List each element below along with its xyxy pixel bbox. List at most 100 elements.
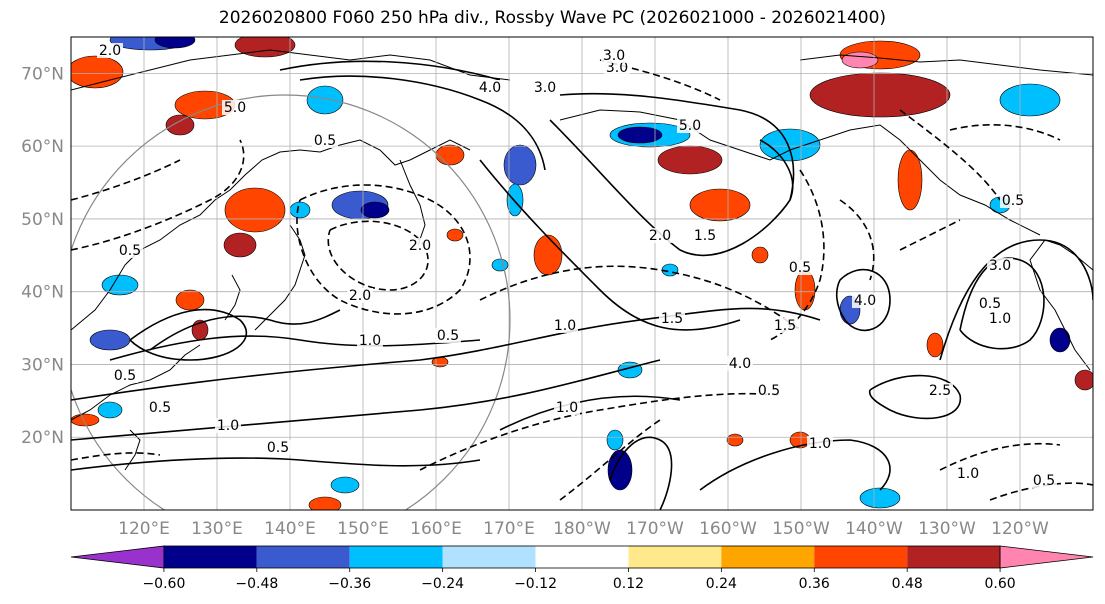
lon-tick-label: 150°W bbox=[772, 519, 830, 539]
solid-contour-label: 1.0 bbox=[809, 436, 831, 452]
divergence-cell bbox=[360, 201, 390, 219]
solid-contour-line bbox=[549, 119, 794, 257]
coastline-kamchatka bbox=[399, 159, 426, 246]
lon-tick-label: 120°W bbox=[991, 519, 1049, 539]
lon-tick-label: 160°W bbox=[699, 519, 757, 539]
solid-contour-label: 3.0 bbox=[534, 80, 556, 96]
dashed-contour-label: 4.0 bbox=[729, 356, 751, 372]
colorbar-tick-label: 0.12 bbox=[613, 576, 644, 592]
solid-contour-label: 1.0 bbox=[989, 311, 1011, 327]
contour-label-bg bbox=[927, 383, 953, 398]
dashed-contour-line bbox=[419, 392, 781, 471]
solid-contour-label: 2.0 bbox=[409, 238, 431, 254]
contour-label-bg bbox=[97, 43, 123, 58]
divergence-cell bbox=[330, 476, 360, 494]
divergence-cell bbox=[97, 401, 123, 419]
divergence-cell bbox=[101, 274, 139, 296]
divergence-cell bbox=[794, 269, 816, 311]
colorbar-tick-label: −0.36 bbox=[328, 576, 371, 592]
contour-label-bg bbox=[852, 293, 878, 308]
solid-contour-line bbox=[149, 309, 341, 351]
contour-label-bg bbox=[1000, 193, 1026, 208]
lat-tick-label: 30°N bbox=[21, 355, 64, 375]
divergence-cell bbox=[533, 234, 563, 276]
contour-label-bg bbox=[1031, 473, 1057, 488]
solid-contour-label: 1.5 bbox=[694, 228, 716, 244]
divergence-cell bbox=[689, 188, 751, 222]
divergence-cell bbox=[607, 449, 633, 491]
contour-label-bg bbox=[215, 418, 241, 433]
contour-label-bg bbox=[987, 258, 1013, 273]
contour-label-bg bbox=[117, 243, 143, 258]
colorbar-tick-label: −0.60 bbox=[142, 576, 185, 592]
divergence-cell bbox=[175, 289, 205, 311]
divergence-shading bbox=[71, 37, 1093, 510]
divergence-cell bbox=[224, 187, 286, 233]
colorbar-extend-max bbox=[999, 545, 1094, 569]
dashed-contour-label: 0.5 bbox=[437, 328, 459, 344]
solid-contour-label: 1.0 bbox=[359, 333, 381, 349]
contour-label-bg bbox=[312, 133, 338, 148]
coastline-north-america bbox=[1029, 239, 1093, 371]
solid-contour-label: 2.0 bbox=[649, 228, 671, 244]
contour-label-bg bbox=[357, 333, 383, 348]
contour-label-bg bbox=[604, 60, 630, 75]
dashed-contour-label: 0.5 bbox=[789, 260, 811, 276]
contour-label-bg bbox=[554, 400, 580, 415]
solid-contour-line bbox=[129, 308, 247, 361]
colorbar-tick-label: 0.48 bbox=[892, 576, 923, 592]
colorbar-tick-label: −0.24 bbox=[421, 576, 464, 592]
divergence-cell bbox=[89, 329, 131, 351]
solid-contour-label: 3.0 bbox=[606, 60, 628, 76]
coastline-alaska bbox=[559, 109, 1041, 236]
contour-label-bg bbox=[552, 318, 578, 333]
colorbar-tick-label: 0.36 bbox=[799, 576, 830, 592]
divergence-cell bbox=[71, 55, 124, 89]
dashed-contours bbox=[71, 59, 1093, 501]
divergence-cell bbox=[165, 114, 195, 136]
colorbar-tick-label: −0.48 bbox=[235, 576, 278, 592]
contour-label-bg bbox=[112, 368, 138, 383]
contour-label-bg bbox=[532, 80, 558, 95]
contour-label-bg bbox=[435, 328, 461, 343]
dashed-contour-line bbox=[327, 220, 429, 291]
colorbar-labels: −0.60 −0.48 −0.36 −0.24 −0.12 0.12 0.24 0.36 0.4… bbox=[142, 568, 1016, 592]
contour-label-bg bbox=[677, 118, 703, 133]
solid-contour-label: 1.0 bbox=[556, 400, 578, 416]
contour-label-bg bbox=[659, 311, 685, 326]
contour-label-bg bbox=[727, 356, 753, 371]
dashed-contour-line bbox=[899, 109, 1001, 201]
coastline-korea bbox=[224, 274, 241, 321]
coastlines bbox=[71, 49, 1093, 471]
contour-label-bg bbox=[222, 100, 248, 115]
dashed-contour-label: 2.0 bbox=[99, 43, 121, 59]
dashed-contour-label: 0.5 bbox=[314, 133, 336, 149]
lon-tick-label: 180°W bbox=[553, 519, 611, 539]
longitude-labels: 120°E 130°E 140°E 150°E 160°E 170°E 180°W 170°W… bbox=[118, 519, 1049, 539]
dashed-contour-line bbox=[839, 199, 875, 281]
coastline-japan bbox=[254, 224, 306, 331]
contour-label-bg bbox=[347, 288, 373, 303]
divergence-cell bbox=[289, 201, 311, 219]
contour-label-bg bbox=[601, 48, 627, 63]
solid-contour-line bbox=[959, 257, 1045, 350]
lon-tick-label: 150°E bbox=[337, 519, 389, 539]
dashed-contour-label: 0.5 bbox=[114, 368, 136, 384]
divergence-cell bbox=[154, 37, 196, 49]
divergence-cell bbox=[503, 144, 537, 186]
dashed-contour-line bbox=[559, 419, 661, 501]
lon-tick-label: 120°E bbox=[118, 519, 170, 539]
solid-contour-line bbox=[835, 268, 891, 332]
colorbar-tick-label: −0.12 bbox=[514, 576, 557, 592]
lat-tick-label: 50°N bbox=[21, 210, 64, 230]
lon-tick-label: 140°W bbox=[845, 519, 903, 539]
divergence-cell bbox=[657, 145, 723, 175]
contour-label-bg bbox=[647, 228, 673, 243]
dashed-contour-label: 0.5 bbox=[979, 296, 1001, 312]
lon-tick-label: 160°E bbox=[410, 519, 462, 539]
map-area[interactable]: 1.01.0 1.01.01.01.51.52.02.03.03.03.04.04… bbox=[60, 30, 1095, 545]
lon-tick-label: 170°W bbox=[626, 519, 684, 539]
divergence-cell bbox=[617, 126, 663, 144]
contour-label-bg bbox=[407, 238, 433, 253]
